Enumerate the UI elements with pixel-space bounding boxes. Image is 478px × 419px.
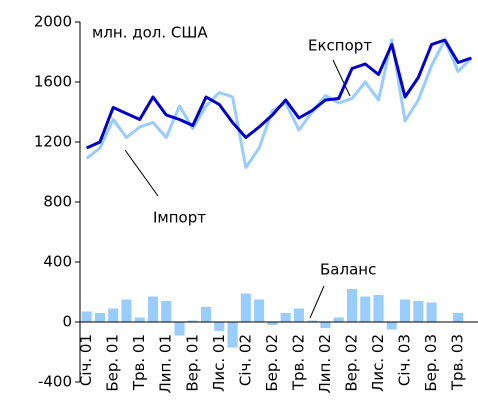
bar bbox=[307, 320, 318, 322]
leader-line bbox=[124, 149, 159, 197]
y-tick-label: 0 bbox=[62, 313, 72, 331]
x-tick-label: Лип. 02 bbox=[316, 334, 334, 393]
bar bbox=[161, 301, 172, 322]
bar bbox=[267, 322, 278, 325]
y-tick-label: 2000 bbox=[34, 13, 72, 31]
bar bbox=[373, 295, 384, 322]
bar bbox=[187, 320, 198, 322]
bar bbox=[227, 322, 238, 348]
y-tick-label: 400 bbox=[43, 253, 72, 271]
y-tick-label: 1600 bbox=[34, 73, 72, 91]
bar bbox=[254, 299, 265, 322]
bar bbox=[293, 308, 304, 322]
bar bbox=[360, 296, 371, 322]
x-tick-label: Вер. 01 bbox=[183, 334, 201, 392]
bar bbox=[399, 299, 411, 322]
bar bbox=[81, 311, 92, 322]
y-tick-label: -400 bbox=[38, 373, 72, 391]
bar bbox=[426, 302, 437, 322]
y-tick-label: 800 bbox=[43, 193, 72, 211]
bar bbox=[121, 299, 132, 322]
x-tick-label: Лис. 01 bbox=[210, 334, 228, 392]
bar bbox=[386, 322, 397, 330]
x-tick-label: Бер. 03 bbox=[422, 334, 440, 392]
bar bbox=[214, 322, 225, 331]
x-tick-label: Бер. 02 bbox=[263, 334, 281, 392]
x-tick-label: Трв. 01 bbox=[130, 334, 148, 391]
bar bbox=[280, 313, 291, 322]
unit-label: млн. дол. США bbox=[92, 24, 208, 42]
bar bbox=[134, 317, 145, 322]
bar bbox=[174, 322, 185, 336]
leader-line bbox=[332, 59, 351, 97]
leader-line bbox=[309, 285, 325, 319]
bar bbox=[240, 293, 251, 322]
y-tick-label: 1200 bbox=[34, 133, 72, 151]
bar bbox=[346, 289, 358, 322]
x-tick-label: Січ. 03 bbox=[396, 334, 414, 386]
line bbox=[86, 38, 472, 150]
x-tick-label: Трв. 03 bbox=[449, 334, 467, 391]
bar bbox=[147, 296, 159, 322]
x-tick-label: Вер. 02 bbox=[342, 334, 360, 392]
x-tick-label: Трв. 02 bbox=[289, 334, 307, 391]
bar bbox=[108, 308, 119, 322]
x-tick-label: Січ. 02 bbox=[236, 334, 254, 386]
bar bbox=[333, 317, 344, 322]
bar bbox=[413, 301, 424, 322]
balance-label: Баланс bbox=[320, 261, 376, 279]
x-tick-label: Лип. 01 bbox=[157, 334, 175, 393]
bar bbox=[94, 313, 105, 322]
bar bbox=[200, 307, 212, 322]
x-tick-label: Бер. 01 bbox=[104, 334, 122, 392]
x-tick-label: Лис. 02 bbox=[369, 334, 387, 392]
bar bbox=[320, 322, 331, 328]
import-label: Імпорт bbox=[153, 209, 206, 227]
export-label: Експорт bbox=[308, 37, 372, 55]
bar bbox=[453, 313, 464, 322]
x-tick-label: Січ. 01 bbox=[77, 334, 95, 386]
